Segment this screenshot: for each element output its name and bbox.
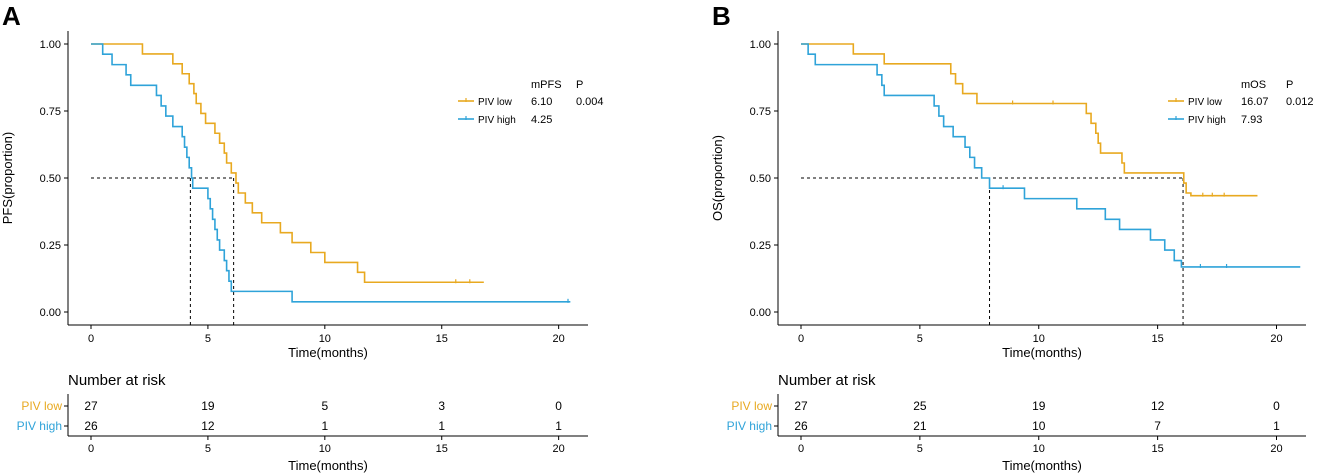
risk-x-tick-label: 20	[553, 443, 565, 455]
risk-x-tick-label: 10	[319, 443, 331, 455]
risk-count: 0	[1273, 399, 1280, 413]
panel-A: A0.000.250.500.751.000 5 10 15 20Time(months…	[0, 1, 604, 473]
y-tick-label: 0.75	[40, 106, 61, 118]
risk-x-tick-label: 0	[88, 443, 94, 455]
x-axis-title: Time(months)	[1002, 345, 1082, 360]
risk-count: 1	[438, 419, 445, 433]
legend-median: 7.93	[1241, 114, 1262, 126]
survival-curve-piv-high	[801, 43, 1301, 268]
x-tick-label: 20	[553, 333, 565, 345]
risk-x-tick-label: 15	[436, 443, 448, 455]
risk-row-label: PIV high	[17, 419, 62, 433]
x-tick-label: 5	[917, 333, 923, 345]
risk-count: 12	[1151, 399, 1165, 413]
legend-median: 6.10	[531, 96, 552, 108]
legend-stat-header: mOS	[1241, 79, 1266, 91]
legend-p-header: P	[1286, 79, 1293, 91]
y-axis-title: PFS(proportion)	[0, 132, 15, 224]
risk-count: 26	[84, 419, 98, 433]
x-tick-label: 20	[1270, 333, 1282, 345]
legend-p-value: 0.004	[576, 96, 604, 108]
risk-x-axis-title: Time(months)	[288, 458, 368, 473]
risk-row-label: PIV low	[21, 399, 62, 413]
risk-count: 10	[1032, 419, 1046, 433]
risk-x-tick-label: 0	[798, 443, 804, 455]
survival-curve-piv-high	[91, 43, 571, 303]
y-tick-label: 0.25	[40, 240, 61, 252]
panel-label: B	[712, 1, 731, 31]
legend-label: PIV low	[1188, 97, 1223, 108]
risk-x-tick-label: 10	[1033, 443, 1045, 455]
panel-label: A	[2, 1, 21, 31]
y-tick-label: 0.50	[750, 173, 771, 185]
x-tick-label: 5	[205, 333, 211, 345]
y-tick-label: 0.00	[40, 307, 61, 319]
y-tick-label: 0.50	[40, 173, 61, 185]
risk-row-label: PIV high	[727, 419, 772, 433]
y-axis-title: OS(proportion)	[710, 135, 725, 221]
risk-count: 1	[555, 419, 562, 433]
x-tick-label: 0	[798, 333, 804, 345]
y-tick-label: 0.75	[750, 106, 771, 118]
risk-count: 7	[1154, 419, 1161, 433]
risk-x-tick-label: 15	[1151, 443, 1163, 455]
risk-table-title: Number at risk	[68, 372, 166, 389]
y-tick-label: 1.00	[750, 39, 771, 51]
legend-p-value: 0.012	[1286, 96, 1314, 108]
y-tick-label: 1.00	[40, 39, 61, 51]
risk-row-label: PIV low	[731, 399, 772, 413]
y-tick-label: 0.00	[750, 307, 771, 319]
x-axis-title: Time(months)	[288, 345, 368, 360]
risk-count: 27	[794, 399, 808, 413]
x-tick-label: 10	[1033, 333, 1045, 345]
risk-count: 26	[794, 419, 808, 433]
risk-count: 1	[321, 419, 328, 433]
legend-median: 16.07	[1241, 96, 1269, 108]
risk-table-title: Number at risk	[778, 372, 876, 389]
risk-count: 5	[321, 399, 328, 413]
survival-curve-piv-low	[801, 43, 1258, 197]
risk-count: 27	[84, 399, 98, 413]
legend-label: PIV low	[478, 97, 513, 108]
x-tick-label: 15	[436, 333, 448, 345]
x-tick-label: 15	[1151, 333, 1163, 345]
risk-x-tick-label: 5	[917, 443, 923, 455]
legend-p-header: P	[576, 79, 583, 91]
survival-curve-piv-low	[91, 43, 484, 284]
risk-count: 19	[201, 399, 215, 413]
y-tick-label: 0.25	[750, 240, 771, 252]
legend-stat-header: mPFS	[531, 79, 562, 91]
risk-count: 3	[438, 399, 445, 413]
risk-count: 12	[201, 419, 215, 433]
risk-count: 25	[913, 399, 927, 413]
x-tick-label: 0	[88, 333, 94, 345]
risk-count: 21	[913, 419, 927, 433]
x-tick-label: 10	[319, 333, 331, 345]
legend-label: PIV high	[478, 115, 516, 126]
risk-count: 19	[1032, 399, 1046, 413]
risk-count: 0	[555, 399, 562, 413]
risk-x-tick-label: 5	[205, 443, 211, 455]
panel-B: B0.000.250.500.751.000 5 10 15 20Time(months…	[710, 1, 1314, 473]
risk-x-axis-title: Time(months)	[1002, 458, 1082, 473]
legend-median: 4.25	[531, 114, 552, 126]
risk-x-tick-label: 20	[1270, 443, 1282, 455]
legend-label: PIV high	[1188, 115, 1226, 126]
risk-count: 1	[1273, 419, 1280, 433]
